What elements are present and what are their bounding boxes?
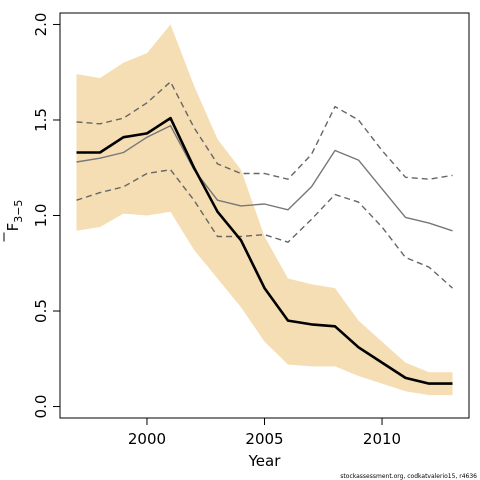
y-tick-label: 2.0 xyxy=(32,13,50,37)
y-axis: 0.0 0.5 1.0 1.5 2.0 xyxy=(32,13,60,419)
y-tick-label: 0.0 xyxy=(32,395,50,419)
x-axis: 2000 2005 2010 xyxy=(128,418,401,448)
y-tick-label: 1.5 xyxy=(32,108,50,132)
comparison-upper-line xyxy=(76,81,453,180)
y-tick-label: 1.0 xyxy=(32,204,50,228)
series-lines-layer xyxy=(76,81,453,385)
y-axis-title-subscript: 3−5 xyxy=(12,200,25,223)
y-axis-title-text: F3−5 xyxy=(4,200,25,232)
y-tick-label: 0.5 xyxy=(32,299,50,323)
y-axis-title-main: F xyxy=(4,223,22,232)
x-axis-title: Year xyxy=(248,452,282,470)
x-tick-label: 2010 xyxy=(363,430,401,448)
confidence-band xyxy=(76,24,453,396)
x-tick-label: 2000 xyxy=(128,430,166,448)
confidence-band-layer xyxy=(76,24,453,396)
x-tick-label: 2005 xyxy=(245,430,283,448)
credit-text: stockassessment.org, codkatvalerio15, r4… xyxy=(340,473,477,480)
estimate-line xyxy=(76,116,453,385)
y-axis-title: F3−5 xyxy=(3,200,25,242)
comparison-line xyxy=(76,124,453,232)
comparison-lower-line xyxy=(76,168,453,289)
